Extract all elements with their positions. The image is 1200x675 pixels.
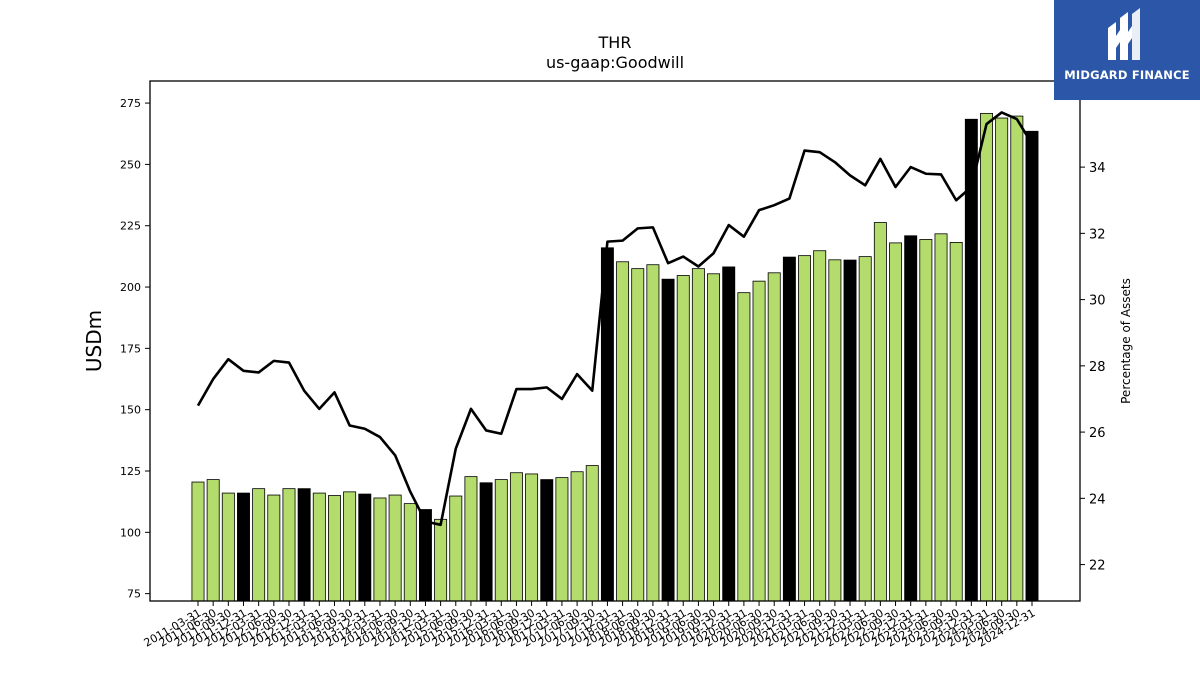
y-tick-label: 75	[127, 588, 141, 601]
bar	[676, 275, 690, 602]
y2-tick-label: 32	[1089, 227, 1106, 242]
y2-tick-label: 26	[1089, 426, 1106, 441]
brand-logo: MIDGARD FINANCE	[1054, 0, 1200, 100]
bar	[585, 465, 599, 602]
bar	[206, 479, 220, 602]
bar	[707, 273, 721, 602]
bar	[1010, 115, 1024, 602]
bar	[358, 493, 372, 602]
bar	[1025, 130, 1039, 602]
bar	[449, 495, 463, 602]
bar	[904, 235, 918, 602]
bar	[373, 497, 387, 602]
bar	[479, 482, 493, 602]
bar	[328, 495, 341, 602]
bar	[312, 492, 326, 602]
bar	[873, 222, 887, 602]
bar	[237, 492, 250, 602]
bar	[919, 239, 933, 602]
y-tick-label: 100	[120, 526, 141, 539]
bar	[798, 255, 812, 602]
bar	[509, 472, 523, 602]
y-tick-label: 275	[120, 97, 141, 110]
bar	[282, 488, 296, 602]
y2-tick-label: 34	[1089, 161, 1106, 176]
y2-tick-label: 30	[1089, 294, 1106, 309]
bar	[267, 494, 281, 602]
bar	[813, 250, 827, 602]
bar	[843, 259, 857, 602]
bar	[691, 268, 705, 602]
bar	[980, 112, 993, 602]
series-line	[196, 111, 1034, 527]
bar	[252, 488, 266, 602]
y-tick-label: 150	[120, 404, 141, 417]
bar	[616, 261, 630, 602]
bar	[570, 471, 584, 602]
y-tick-label: 125	[120, 465, 141, 478]
bar	[889, 242, 902, 602]
y-tick-label: 250	[120, 158, 141, 171]
bar	[464, 476, 478, 602]
bar	[934, 233, 948, 602]
bar	[221, 492, 235, 602]
bar	[525, 473, 539, 602]
bar	[191, 481, 205, 602]
y-tick-label: 225	[120, 220, 141, 233]
bar	[858, 256, 872, 602]
y-axis-label: USDm	[82, 310, 106, 372]
bar	[661, 278, 675, 602]
brand-mark-icon	[1108, 8, 1140, 60]
bar	[752, 280, 766, 602]
bar	[540, 479, 554, 602]
bar	[737, 292, 751, 602]
bar	[494, 479, 508, 602]
y2-tick-label: 22	[1089, 559, 1106, 574]
bar	[646, 264, 660, 602]
bar	[555, 477, 569, 602]
bar	[631, 268, 645, 602]
bar	[297, 488, 311, 602]
chart-subtitle: us-gaap:Goodwill	[546, 53, 684, 72]
bars-group	[191, 112, 1039, 602]
y-tick-label: 200	[120, 281, 141, 294]
bar	[767, 272, 781, 602]
brand-name: MIDGARD FINANCE	[1064, 68, 1190, 82]
line-group	[196, 111, 1034, 527]
bar	[600, 247, 614, 602]
y2-tick-label: 24	[1089, 492, 1106, 507]
plot-frame	[149, 80, 1081, 602]
bar	[828, 259, 842, 602]
y2-tick-label: 28	[1089, 360, 1106, 375]
y2-axis-label: Percentage of Assets	[1119, 278, 1133, 404]
chart-title: THR	[598, 33, 632, 52]
bar	[434, 518, 448, 602]
bar	[388, 494, 402, 602]
bar	[949, 241, 963, 602]
bar	[403, 503, 417, 602]
bar	[995, 117, 1009, 602]
y-tick-label: 175	[120, 342, 141, 355]
bar	[343, 491, 357, 602]
bar	[722, 266, 736, 602]
axes-group: 75 100 125 150 175 200 225 250 275 22 24 26 28 30 32 34…	[120, 80, 1106, 650]
bar	[782, 256, 796, 602]
